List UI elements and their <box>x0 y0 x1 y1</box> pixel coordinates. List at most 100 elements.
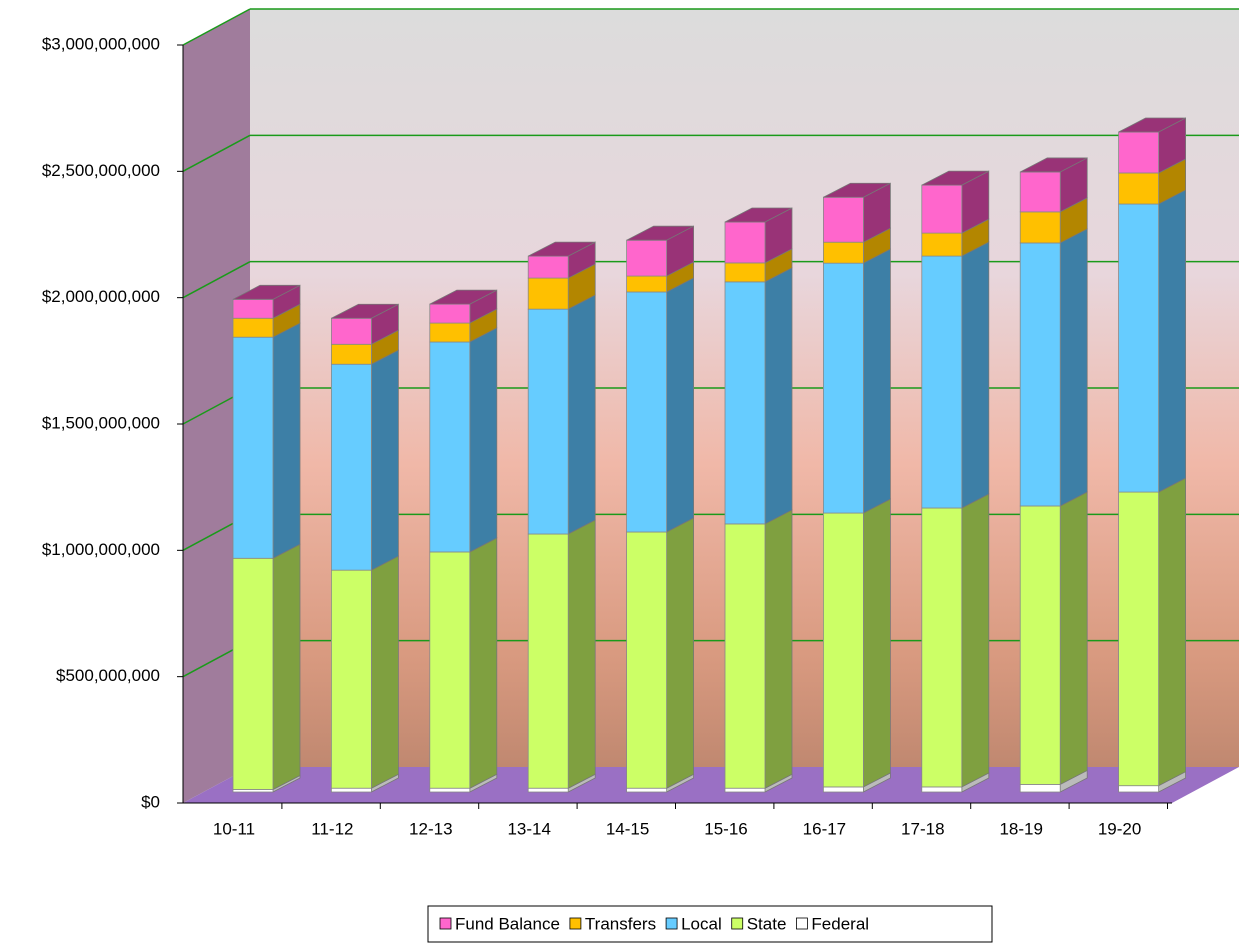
bar-front <box>626 531 667 789</box>
legend <box>427 905 993 943</box>
bar-segment <box>724 509 793 789</box>
bar-side <box>863 248 891 514</box>
bar-front <box>823 196 864 243</box>
x-tick-label: 15-16 <box>704 819 747 838</box>
bar-front <box>232 298 274 319</box>
bar-front <box>921 255 963 509</box>
bar-front <box>429 787 471 793</box>
x-tick-label: 14-15 <box>606 819 649 838</box>
bar-front <box>626 787 667 793</box>
bar-front <box>921 184 963 234</box>
bar-front <box>429 322 471 343</box>
bar-segment <box>527 519 596 789</box>
bar-segment <box>921 170 990 234</box>
bar-front <box>1019 242 1061 507</box>
bar-side <box>272 543 301 791</box>
bar-front <box>1019 784 1061 793</box>
bar-front <box>330 317 372 345</box>
x-tick-label: 10-11 <box>213 819 255 838</box>
bar-front <box>626 239 667 277</box>
bar-front <box>527 787 569 793</box>
bar-top <box>626 225 694 241</box>
bar-segment <box>429 289 498 324</box>
bar-front <box>429 303 471 324</box>
y-tick-label: $500,000,000 <box>56 666 160 685</box>
bar-segment <box>330 329 399 365</box>
bar-front <box>921 232 963 257</box>
bar-front <box>1019 505 1061 785</box>
bar-segment <box>429 537 498 789</box>
x-tick-label: 19-20 <box>1098 819 1141 838</box>
bar-side <box>370 555 399 789</box>
legend-label: Federal <box>811 914 869 933</box>
bar-top <box>921 170 989 186</box>
grid-line <box>182 8 251 46</box>
bar-segment <box>921 241 990 509</box>
bar-segment <box>823 248 891 514</box>
bar-top <box>1118 117 1186 133</box>
legend-label: Local <box>681 914 722 933</box>
bar-front <box>1019 171 1061 213</box>
bar-side <box>469 327 498 553</box>
bar-front <box>1019 211 1061 244</box>
bar-top <box>724 207 793 223</box>
bar-segment <box>724 207 793 264</box>
legend-swatch <box>439 917 452 930</box>
grid-line <box>182 134 251 172</box>
bar-side <box>272 322 301 559</box>
bar-front <box>823 262 864 514</box>
legend-swatch <box>796 917 808 930</box>
bar-segment <box>1118 117 1186 174</box>
bar-side <box>863 498 891 788</box>
bar-side <box>666 517 694 789</box>
bar-front <box>626 291 667 533</box>
bar-segment <box>823 498 891 788</box>
bar-front <box>330 363 372 571</box>
bar-segment <box>1118 189 1186 493</box>
bar-front <box>724 281 766 525</box>
bar-segment <box>330 555 399 789</box>
bar-segment <box>724 267 793 525</box>
bar-side <box>764 509 793 789</box>
x-tick-label: 17-18 <box>901 819 944 838</box>
bar-segment <box>232 322 301 559</box>
y-tick-label: $1,500,000,000 <box>42 413 160 432</box>
bar-front <box>429 341 471 553</box>
bar-top <box>528 241 596 257</box>
bar-front <box>232 317 274 338</box>
bar-top <box>232 284 301 300</box>
bar-front <box>921 786 963 793</box>
bar-front <box>527 533 569 789</box>
bar-side <box>961 493 990 788</box>
bar-segment <box>626 225 694 277</box>
bar-front <box>1118 203 1159 493</box>
bar-top <box>1020 157 1088 173</box>
y-tick-label: $0 <box>141 792 160 811</box>
bar-side <box>1158 189 1186 493</box>
bar-segment <box>626 261 694 293</box>
y-tick-label: $3,000,000,000 <box>42 34 160 53</box>
bar-front <box>1118 491 1159 787</box>
bar-side <box>961 241 990 509</box>
legend-swatch <box>731 917 744 930</box>
bar-side <box>469 537 498 789</box>
bar-segment <box>429 308 498 343</box>
grid-line <box>182 261 251 299</box>
bar-front <box>724 221 766 264</box>
bar-front <box>921 507 963 788</box>
bar-front <box>724 523 766 789</box>
x-tick-label: 13-14 <box>507 819 550 838</box>
bar-front <box>1118 785 1159 793</box>
bar-top <box>331 303 399 319</box>
bar-segment <box>1118 158 1186 205</box>
bar-side <box>666 277 694 533</box>
bar-segment <box>626 277 694 533</box>
bar-front <box>823 512 864 788</box>
bar-segment <box>527 294 596 535</box>
bar-segment <box>232 284 301 319</box>
bar-front <box>429 551 471 789</box>
bar-side <box>1059 491 1088 786</box>
bar-front <box>724 787 766 793</box>
